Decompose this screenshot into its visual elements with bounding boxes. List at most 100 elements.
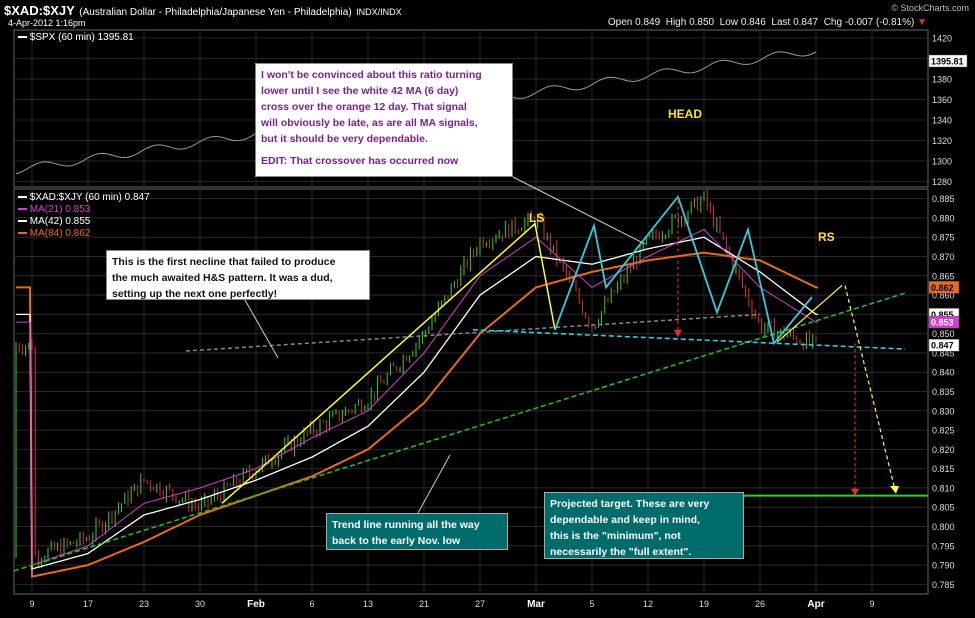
x-tick-label: 17	[83, 599, 93, 609]
spx-tick-label: 1360	[932, 95, 952, 105]
symbol: $XAD:$XJY	[4, 3, 75, 18]
y-tick-label: 0.800	[932, 522, 955, 532]
x-tick-label: Feb	[247, 599, 265, 610]
neckline	[472, 328, 906, 350]
high-label: High	[665, 17, 687, 28]
target-arrow-red	[851, 488, 859, 496]
ma42-line	[16, 236, 818, 570]
spx-panel-frame	[13, 29, 929, 188]
y-tick-label: 0.835	[932, 387, 955, 397]
ma-note-line: EDIT: That crossover has occurred now	[261, 155, 459, 167]
main-legend: $XAD:$XJY (60 min) 0.847 MA(21) 0.853 MA…	[18, 192, 150, 240]
neckline-note-line: setting up the next one perfectly!	[112, 288, 278, 300]
x-tick-label: 12	[643, 599, 653, 609]
y-tick-label: 0.790	[932, 561, 955, 571]
trend-note-line: Trend line running all the way	[332, 519, 480, 531]
main-legend-text: $XAD:$XJY (60 min) 0.847	[29, 192, 150, 203]
tag-last: 0.847	[931, 341, 954, 351]
legend-swatch-ma21	[18, 208, 27, 211]
target-note: Projected target. These are very dependa…	[544, 492, 744, 559]
legend-ma21: MA(21) 0.853	[18, 204, 150, 216]
chg-label: Chg	[823, 17, 843, 28]
target-arrow-yellow	[890, 486, 899, 494]
ma21-line	[16, 228, 818, 566]
spx-tick-label: 1320	[932, 136, 952, 146]
x-tick-label: 9	[869, 599, 874, 609]
legend-ma21-text: MA(21) 0.853	[29, 204, 91, 215]
x-tick-label: 9	[29, 599, 34, 609]
old-neckline	[185, 313, 761, 352]
x-tick-label: 26	[755, 599, 765, 609]
y-tick-label: 0.805	[932, 503, 955, 513]
y-tick-label: 0.815	[932, 464, 955, 474]
neckline-note-line: the much awaited H&S pattern. It was a d…	[112, 272, 333, 284]
last-value: 0.847	[793, 17, 819, 28]
spx-legend-swatch	[18, 36, 27, 39]
trend-line-note: Trend line running all the way back to t…	[326, 513, 508, 550]
x-tick-label: 27	[475, 599, 485, 609]
y-tick-label: 0.880	[932, 213, 955, 223]
watermark: © StockCharts.com	[891, 3, 969, 13]
description: (Australian Dollar - Philadelphia/Japane…	[79, 7, 352, 18]
ma-note-line: will obviously be late, as are all MA si…	[261, 117, 478, 129]
spx-tick-label: 1420	[932, 34, 952, 44]
chg-value: -0.007 (-0.81%)	[844, 17, 915, 28]
spx-tick-label: 1380	[932, 75, 952, 85]
ma-note-line: I won't be convinced about this ratio tu…	[261, 69, 482, 81]
spx-tick-label: 1280	[932, 177, 952, 187]
y-tick-label: 0.810	[932, 483, 955, 493]
spx-legend: $SPX (60 min) 1395.81	[18, 32, 134, 43]
open-value: 0.849	[635, 17, 661, 28]
trend-note-pointer	[417, 454, 451, 514]
tag-ma21: 0.853	[931, 318, 954, 328]
y-tick-label: 0.885	[932, 194, 955, 204]
down-arrow-icon: ▼	[917, 17, 927, 28]
tag-spx-bg	[928, 54, 968, 68]
x-tick-label: 23	[139, 599, 149, 609]
head-shoulders-zigzag	[554, 194, 813, 346]
tag-ma21-bg	[928, 315, 960, 329]
tag-ma84: 0.862	[931, 283, 954, 293]
x-tick-label: 13	[363, 599, 373, 609]
exchange: INDX/INDX	[356, 7, 402, 17]
y-tick-label: 0.845	[932, 348, 955, 358]
open-label: Open	[607, 17, 633, 28]
ma-note-line: cross over the orange 12 day. That signa…	[261, 101, 467, 113]
x-tick-label: 19	[699, 599, 709, 609]
drawings	[13, 176, 928, 572]
x-tick-label: 6	[309, 599, 314, 609]
tag-ma84-bg	[928, 281, 960, 294]
legend-ma42-text: MA(42) 0.855	[29, 216, 91, 227]
tag-last-bg	[928, 338, 960, 352]
y-tick-label: 0.825	[932, 426, 955, 436]
legend-swatch-ma84	[18, 232, 27, 235]
last-label: Last	[771, 17, 791, 28]
left-shoulder-line	[221, 222, 556, 504]
ma-note-line: lower until I see the white 42 MA (6 day…	[261, 85, 459, 97]
neckline-note-line: This is the first necline that failed to…	[112, 256, 336, 268]
target-drop-yellow	[844, 285, 896, 490]
y-tick-label: 0.865	[932, 271, 955, 281]
ma-crossover-note: I won't be convinced about this ratio tu…	[255, 63, 513, 177]
x-tick-label: Mar	[527, 599, 545, 610]
legend-ma84: MA(84) 0.862	[18, 228, 150, 240]
target-note-line: Projected target. These are very	[550, 498, 710, 510]
chart-header: $XAD:$XJY (Australian Dollar - Philadelp…	[4, 2, 402, 20]
x-tick-label: 30	[195, 599, 205, 609]
low-value: 0.846	[740, 17, 766, 28]
label-ls: LS	[529, 211, 545, 225]
x-tick-label: Apr	[807, 599, 824, 610]
ma84-line	[16, 251, 818, 578]
legend-swatch-ma42	[18, 220, 27, 223]
spx-tick-label: 1300	[932, 157, 952, 167]
x-axis: 9 17 23 30 Feb 6 13 21 27 Mar 5 12 19 26 Apr 9	[29, 599, 874, 610]
label-rs: RS	[818, 230, 835, 244]
y-axis: 0.885 0.880 0.875 0.870 0.865 0.860 0.855 0.850…	[932, 194, 955, 590]
neckline-note: This is the first necline that failed to…	[106, 250, 370, 300]
tag-spx: 1395.81	[931, 57, 964, 67]
tag-ma42: 0.855	[931, 310, 954, 320]
ma-note-line: but it should be very dependable.	[261, 133, 428, 145]
y-tick-label: 0.820	[932, 445, 955, 455]
